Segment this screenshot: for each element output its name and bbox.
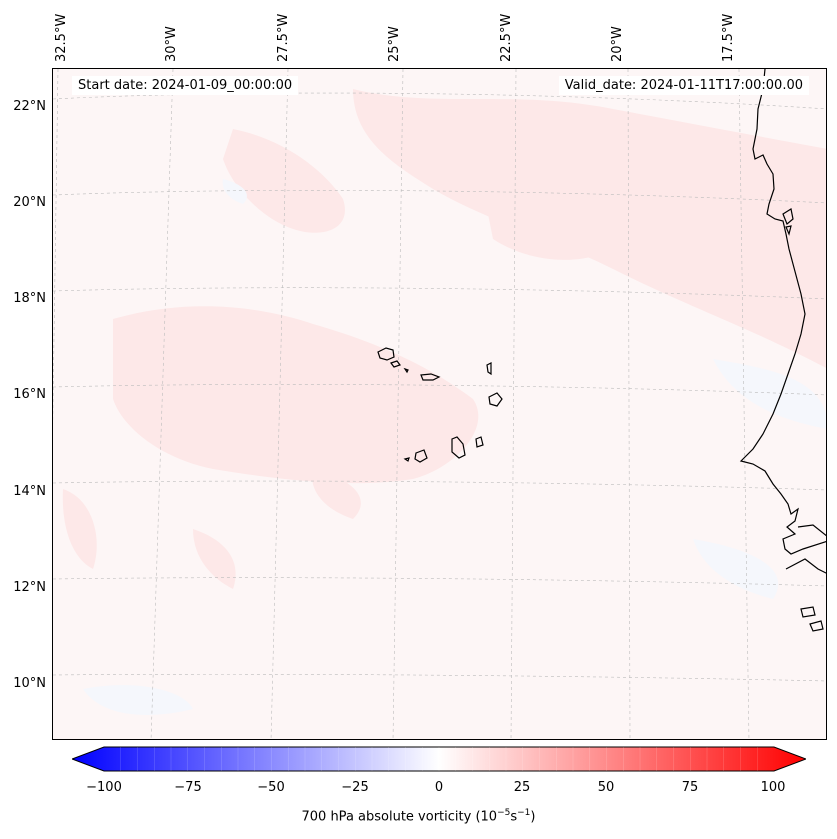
longitude-label: 17.5°W <box>721 13 736 62</box>
positive-vorticity-regions <box>62 89 826 589</box>
valid-date-label: Valid_date: 2024-01-11T17:00:00.00 <box>558 76 809 95</box>
colorbar-tick-label: −25 <box>341 780 369 795</box>
colorbar-label-close: ) <box>530 809 536 825</box>
latitude-label: 12°N <box>13 580 46 595</box>
colorbar-label-exponent: −1 <box>517 808 531 818</box>
colorbar-label: 700 hPa absolute vorticity (10−5s−1) <box>0 808 837 824</box>
colorbar-label-unit: s <box>510 809 518 825</box>
colorbar-tick-label: 0 <box>434 780 444 795</box>
coastal-islands <box>782 208 824 632</box>
longitude-label: 20°W <box>610 26 625 62</box>
colorbar-tick-label: 50 <box>597 780 615 795</box>
longitude-label: 25°W <box>387 26 402 62</box>
latitude-label: 22°N <box>13 99 46 114</box>
colorbar-tick-label: −100 <box>86 780 122 795</box>
colorbar-tick-label: −50 <box>257 780 285 795</box>
graticule-lines <box>53 69 826 739</box>
colorbar-tick-label: 100 <box>760 780 786 795</box>
colorbar-tick-label: −75 <box>174 780 202 795</box>
longitude-label: 22.5°W <box>499 13 514 62</box>
colorbar <box>72 746 806 772</box>
longitude-label: 27.5°W <box>276 13 291 62</box>
colorbar-gradient <box>72 746 806 772</box>
colorbar-tick-label: 75 <box>681 780 699 795</box>
cape-verde-islands <box>377 347 503 463</box>
colorbar-label-exponent: −5 <box>497 808 511 818</box>
vorticity-field <box>53 69 826 739</box>
longitude-label: 32.5°W <box>54 13 69 62</box>
colorbar-tick-label: 25 <box>513 780 531 795</box>
latitude-label: 20°N <box>13 195 46 210</box>
start-date-label: Start date: 2024-01-09_00:00:00 <box>72 76 299 95</box>
latitude-label: 10°N <box>13 676 46 691</box>
map-panel <box>52 68 827 740</box>
africa-coastline <box>739 69 826 574</box>
latitude-label: 14°N <box>13 484 46 499</box>
longitude-label: 30°W <box>164 26 179 62</box>
latitude-label: 16°N <box>13 387 46 402</box>
colorbar-label-text: 700 hPa absolute vorticity (10 <box>301 809 498 825</box>
latitude-label: 18°N <box>13 291 46 306</box>
